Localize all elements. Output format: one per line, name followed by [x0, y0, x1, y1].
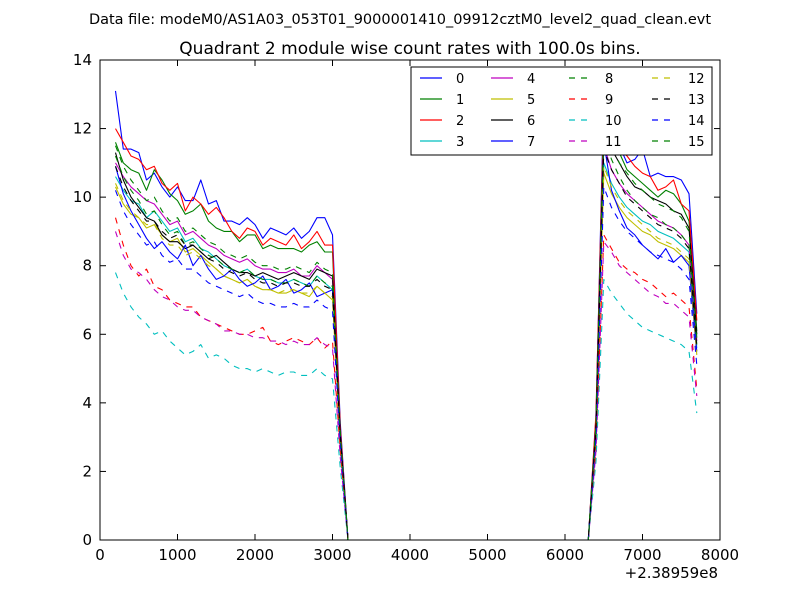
y-tick-label: 6	[82, 325, 92, 343]
legend-label: 6	[527, 114, 535, 129]
series-line-10	[114, 272, 698, 540]
legend-item-2: 2	[420, 114, 464, 129]
suptitle: Data file: modeM0/AS1A03_053T01_90000014…	[89, 12, 711, 28]
x-offset-label: +2.38959e8	[625, 564, 718, 582]
x-tick-label: 0	[95, 546, 105, 564]
series-line-9	[114, 217, 698, 540]
y-tick-label: 4	[82, 394, 92, 412]
series-line-13	[114, 148, 698, 540]
x-tick-label: 2000	[236, 546, 274, 564]
legend-item-3: 3	[420, 135, 464, 150]
series-line-8	[114, 134, 698, 540]
legend-label: 3	[456, 135, 464, 150]
legend-label: 2	[456, 114, 464, 129]
y-tick-label: 2	[82, 462, 92, 480]
x-tick-label: 1000	[158, 546, 196, 564]
legend-label: 13	[688, 93, 705, 108]
legend-item-15: 15	[652, 135, 705, 150]
x-tick-label: 7000	[623, 546, 661, 564]
legend-item-0: 0	[420, 72, 464, 87]
legend-label: 4	[527, 72, 535, 87]
legend-label: 14	[688, 114, 705, 129]
legend-box	[410, 66, 713, 156]
series-line-14	[114, 186, 698, 540]
x-tick-label: 3000	[313, 546, 351, 564]
legend-label: 5	[527, 93, 535, 108]
legend-item-10: 10	[569, 114, 622, 129]
series-line-15	[114, 124, 698, 540]
legend-item-12: 12	[652, 72, 705, 87]
legend-item-7: 7	[491, 135, 535, 150]
y-tick-label: 8	[82, 257, 92, 275]
legend-label: 10	[605, 114, 622, 129]
legend-item-13: 13	[652, 93, 705, 108]
x-tick-label: 4000	[391, 546, 429, 564]
legend-item-1: 1	[420, 93, 464, 108]
legend-label: 9	[605, 93, 613, 108]
x-tick-label: 6000	[546, 546, 584, 564]
axis-ticks: 0 1000 2000 3000 4000 5000 6000 7000 80000246810…	[73, 51, 739, 564]
legend-item-8: 8	[569, 72, 613, 87]
y-tick-label: 14	[73, 51, 92, 69]
legend-item-11: 11	[569, 135, 622, 150]
series-line-4	[115, 145, 698, 540]
chart-title: Quadrant 2 module wise count rates with …	[179, 39, 640, 59]
series-line-5	[114, 172, 698, 540]
legend-item-9: 9	[569, 93, 613, 108]
legend-item-4: 4	[491, 72, 535, 87]
series-line-3	[115, 162, 698, 540]
x-tick-label: 5000	[468, 546, 506, 564]
legend-item-14: 14	[652, 114, 705, 129]
legend-label: 15	[688, 135, 705, 150]
legend-item-6: 6	[491, 114, 535, 129]
legend-label: 7	[527, 135, 535, 150]
y-tick-label: 12	[73, 120, 92, 138]
legend-item-5: 5	[491, 93, 535, 108]
y-tick-label: 0	[82, 531, 92, 549]
legend-label: 11	[605, 135, 622, 150]
series-line-0	[114, 90, 698, 540]
series-line-12	[114, 165, 698, 540]
series-line-2	[115, 107, 698, 540]
series-line-11	[114, 231, 698, 540]
legend-label: 0	[456, 72, 464, 87]
x-tick-label: 8000	[701, 546, 739, 564]
series-line-6	[114, 128, 698, 540]
series-layer	[114, 90, 698, 540]
y-tick-label: 10	[73, 188, 92, 206]
legend-label: 8	[605, 72, 613, 87]
legend-label: 12	[688, 72, 705, 87]
legend-label: 1	[456, 93, 464, 108]
series-line-7	[114, 141, 698, 540]
